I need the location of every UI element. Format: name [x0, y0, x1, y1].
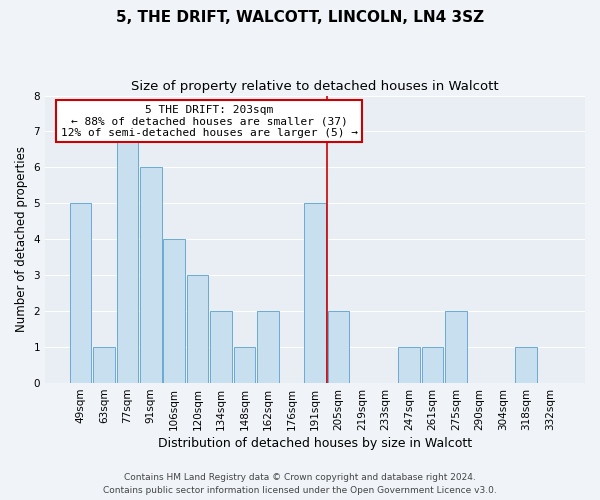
Bar [116, 132, 138, 383]
Bar [211, 311, 232, 383]
Bar [445, 311, 467, 383]
Bar [257, 311, 279, 383]
Bar [140, 168, 161, 383]
Text: Contains HM Land Registry data © Crown copyright and database right 2024.
Contai: Contains HM Land Registry data © Crown c… [103, 473, 497, 495]
Bar [187, 276, 208, 383]
Text: 5, THE DRIFT, WALCOTT, LINCOLN, LN4 3SZ: 5, THE DRIFT, WALCOTT, LINCOLN, LN4 3SZ [116, 10, 484, 25]
Bar [70, 204, 91, 383]
Bar [515, 347, 537, 383]
Bar [398, 347, 419, 383]
Bar [304, 204, 326, 383]
Y-axis label: Number of detached properties: Number of detached properties [15, 146, 28, 332]
Title: Size of property relative to detached houses in Walcott: Size of property relative to detached ho… [131, 80, 499, 93]
Bar [328, 311, 349, 383]
Bar [422, 347, 443, 383]
Bar [93, 347, 115, 383]
X-axis label: Distribution of detached houses by size in Walcott: Distribution of detached houses by size … [158, 437, 472, 450]
Text: 5 THE DRIFT: 203sqm
← 88% of detached houses are smaller (37)
12% of semi-detach: 5 THE DRIFT: 203sqm ← 88% of detached ho… [61, 104, 358, 138]
Bar [163, 240, 185, 383]
Bar [234, 347, 256, 383]
